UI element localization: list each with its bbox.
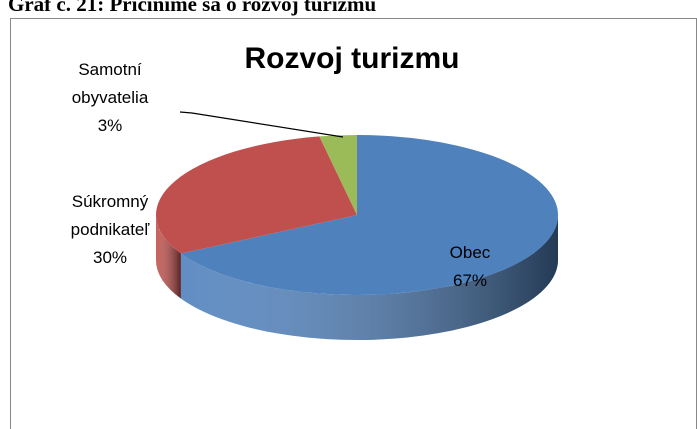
category-label: Súkromný podnikateľ xyxy=(71,192,151,239)
value-label: 67% xyxy=(453,271,487,290)
caption: Graf č. 21: Pričiníme sa o rozvoj turizm… xyxy=(8,0,376,16)
category-label: Obec xyxy=(450,243,491,262)
slice-side-shade xyxy=(180,215,558,340)
value-label: 3% xyxy=(98,116,123,135)
chart-title: Rozvoj turizmu xyxy=(245,42,460,75)
slice xyxy=(180,135,558,295)
slice xyxy=(319,135,357,215)
slice-side-shade xyxy=(156,215,181,299)
slice xyxy=(155,136,357,254)
category-label: Samotní obyvatelia xyxy=(72,60,149,107)
value-label: 30% xyxy=(93,248,127,267)
leader-line xyxy=(179,111,344,138)
